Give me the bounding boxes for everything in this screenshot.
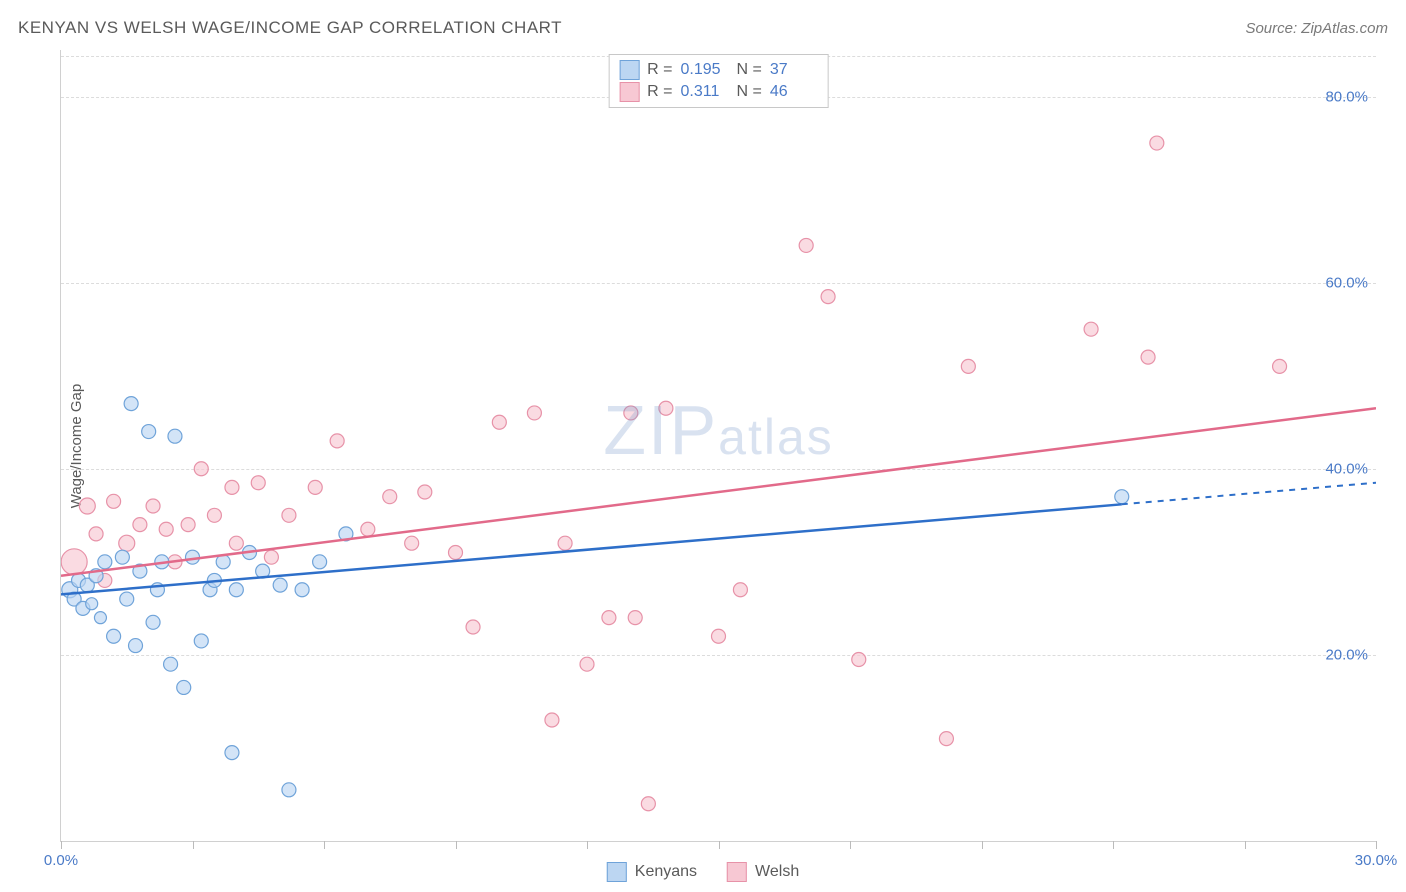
swatch-kenyans-icon (607, 862, 627, 882)
chart-container: KENYAN VS WELSH WAGE/INCOME GAP CORRELAT… (0, 0, 1406, 892)
stats-row-welsh: R = 0.311 N = 46 (619, 81, 818, 103)
scatter-svg (61, 50, 1376, 841)
x-tick-label: 30.0% (1355, 852, 1398, 869)
chart-title: KENYAN VS WELSH WAGE/INCOME GAP CORRELAT… (18, 18, 562, 38)
header: KENYAN VS WELSH WAGE/INCOME GAP CORRELAT… (18, 18, 1388, 38)
welsh-r-value: 0.311 (681, 83, 729, 101)
r-label: R = (647, 83, 672, 101)
swatch-welsh-icon (727, 862, 747, 882)
legend-label-welsh: Welsh (755, 863, 799, 881)
n-label: N = (737, 83, 762, 101)
plot-area: R = 0.195 N = 37 R = 0.311 N = 46 ZIPatl… (60, 50, 1376, 842)
n-label: N = (737, 61, 762, 79)
welsh-n-value: 46 (770, 83, 818, 101)
swatch-welsh-icon (619, 82, 639, 102)
kenyans-r-value: 0.195 (681, 61, 729, 79)
source-label: Source: ZipAtlas.com (1245, 20, 1388, 37)
legend-item-welsh: Welsh (727, 862, 799, 882)
stats-row-kenyans: R = 0.195 N = 37 (619, 59, 818, 81)
x-tick-label: 0.0% (44, 852, 78, 869)
kenyans-n-value: 37 (770, 61, 818, 79)
legend-label-kenyans: Kenyans (635, 863, 697, 881)
legend-item-kenyans: Kenyans (607, 862, 697, 882)
bottom-legend: Kenyans Welsh (607, 862, 799, 882)
swatch-kenyans-icon (619, 60, 639, 80)
stats-legend-box: R = 0.195 N = 37 R = 0.311 N = 46 (608, 54, 829, 108)
r-label: R = (647, 61, 672, 79)
